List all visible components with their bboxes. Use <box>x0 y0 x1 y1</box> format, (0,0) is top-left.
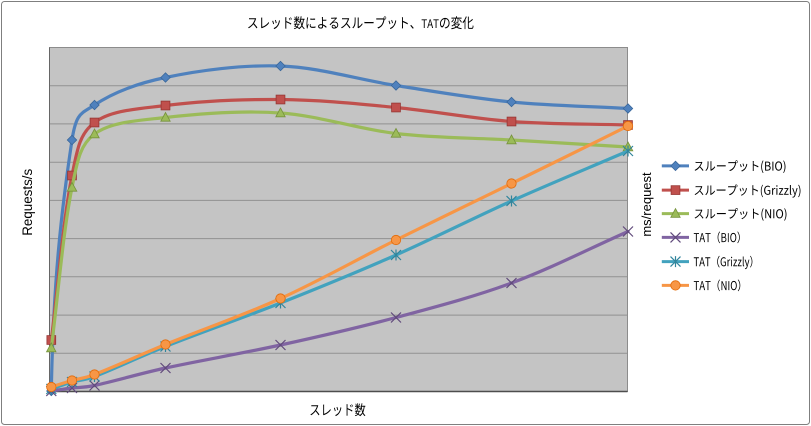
svg-text:ms/request: ms/request <box>639 172 654 237</box>
svg-text:Requests/s: Requests/s <box>20 169 35 236</box>
